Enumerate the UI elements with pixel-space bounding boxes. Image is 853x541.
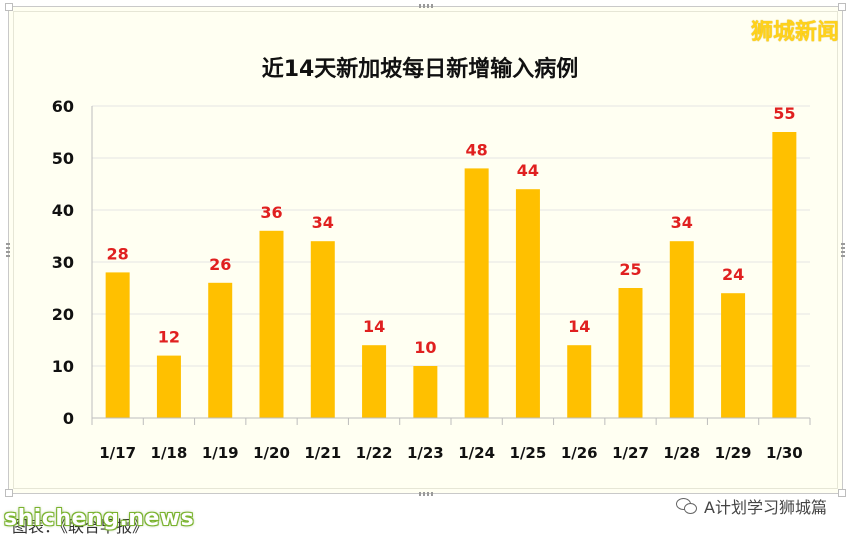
source-caption: 图表：《联合早报》 xyxy=(12,517,149,536)
bar xyxy=(105,272,130,418)
bars xyxy=(105,132,797,418)
data-labels: 28 12 26 36 34 14 10 48 44 14 25 34 24 55 xyxy=(107,104,796,357)
x-axis: 1/17 1/18 1/19 1/20 1/21 1/22 1/23 1/24 1/25 1/26… xyxy=(91,417,811,462)
x-tick-label: 1/30 xyxy=(766,444,803,462)
brand-logo-text: 狮城新闻 xyxy=(750,20,839,45)
data-label: 26 xyxy=(209,255,231,274)
x-tick-label: 1/28 xyxy=(663,444,700,462)
data-label: 14 xyxy=(568,317,590,336)
account-name: A计划学习狮城篇 xyxy=(704,498,827,517)
bar xyxy=(413,366,438,418)
x-tick-label: 1/26 xyxy=(561,444,598,462)
x-tick-label: 1/27 xyxy=(612,444,649,462)
data-label: 34 xyxy=(312,213,334,232)
data-label: 12 xyxy=(158,328,180,347)
watermark-text: shicheng.news xyxy=(4,506,195,531)
y-axis: 0 10 20 30 40 50 60 xyxy=(52,97,93,428)
resize-handle-right[interactable] xyxy=(841,243,845,257)
resize-corner-bottom-left[interactable] xyxy=(5,489,13,497)
x-tick-label: 1/23 xyxy=(407,444,444,462)
data-label: 14 xyxy=(363,317,385,336)
bar xyxy=(208,282,233,418)
x-tick-label: 1/19 xyxy=(202,444,239,462)
y-tick-label: 10 xyxy=(52,357,74,376)
resize-corner-bottom-right[interactable] xyxy=(838,489,846,497)
x-tick-label: 1/22 xyxy=(356,444,393,462)
y-tick-label: 0 xyxy=(63,409,74,428)
bar xyxy=(464,168,489,418)
data-label: 44 xyxy=(517,161,539,180)
x-tick-label: 1/29 xyxy=(715,444,752,462)
chart-title: 近14天新加坡每日新增输入病例 xyxy=(262,56,579,82)
bar xyxy=(362,345,387,418)
bar xyxy=(515,189,540,418)
data-label: 28 xyxy=(107,244,129,263)
bar xyxy=(721,293,746,418)
resize-handle-left[interactable] xyxy=(6,243,10,257)
bar xyxy=(259,230,284,418)
resize-handle-bottom[interactable] xyxy=(419,492,433,496)
resize-corner-top-right[interactable] xyxy=(838,3,846,11)
x-tick-label: 1/18 xyxy=(151,444,188,462)
bar xyxy=(156,355,181,418)
data-label: 24 xyxy=(722,265,744,284)
data-label: 34 xyxy=(671,213,693,232)
bar xyxy=(310,241,335,418)
x-tick-label: 1/17 xyxy=(99,444,136,462)
data-label: 48 xyxy=(466,140,488,159)
bar xyxy=(567,345,592,418)
y-tick-label: 30 xyxy=(52,253,74,272)
bar-chart: 近14天新加坡每日新增输入病例 0 10 20 30 40 50 60 28 12 26 36 34… xyxy=(52,56,811,462)
bar xyxy=(669,241,694,418)
y-tick-label: 40 xyxy=(52,201,74,220)
wechat-icon xyxy=(676,498,698,514)
bar xyxy=(772,132,797,418)
resize-handle-top[interactable] xyxy=(419,4,433,8)
y-tick-label: 50 xyxy=(52,149,74,168)
data-label: 25 xyxy=(619,260,641,279)
x-tick-label: 1/24 xyxy=(458,444,495,462)
resize-corner-top-left[interactable] xyxy=(5,3,13,11)
data-label: 36 xyxy=(260,203,282,222)
y-tick-label: 20 xyxy=(52,305,74,324)
x-tick-label: 1/20 xyxy=(253,444,290,462)
chart-inner-border xyxy=(13,11,838,489)
x-tick-label: 1/21 xyxy=(304,444,341,462)
x-tick-label: 1/25 xyxy=(510,444,547,462)
y-tick-label: 60 xyxy=(52,97,74,116)
account-attribution: A计划学习狮城篇 xyxy=(676,494,827,518)
bar xyxy=(618,288,643,418)
gridlines xyxy=(92,105,810,367)
data-label: 10 xyxy=(414,338,436,357)
data-label: 55 xyxy=(773,104,795,123)
